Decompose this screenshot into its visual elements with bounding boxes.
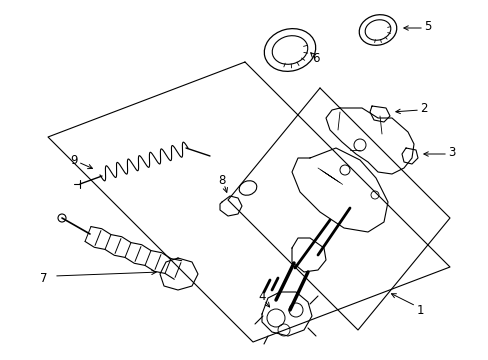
- Text: 5: 5: [424, 19, 431, 32]
- Text: 7: 7: [40, 271, 48, 284]
- Text: 3: 3: [447, 145, 455, 158]
- Text: 2: 2: [419, 102, 427, 114]
- Text: 6: 6: [312, 51, 319, 64]
- Text: 4: 4: [258, 289, 265, 302]
- Text: 1: 1: [415, 303, 423, 316]
- Text: 8: 8: [218, 174, 225, 186]
- Text: 9: 9: [70, 153, 78, 166]
